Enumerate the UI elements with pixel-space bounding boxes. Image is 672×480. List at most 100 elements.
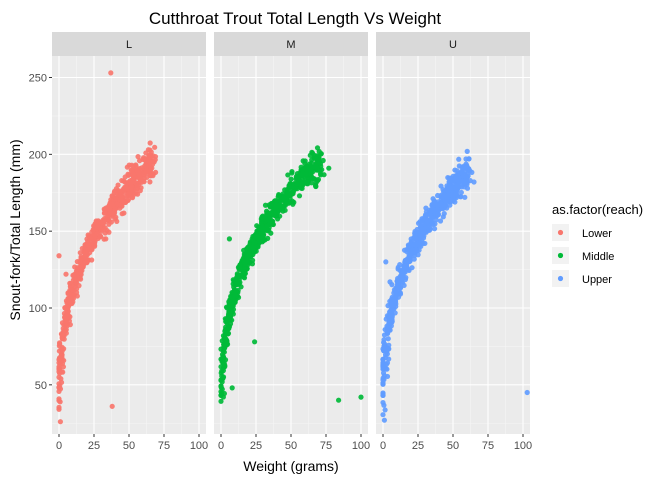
x-tick-label: 25: [88, 440, 100, 452]
legend-key-point: [557, 252, 564, 259]
data-point: [143, 157, 149, 164]
data-point: [444, 195, 451, 201]
y-axis-title: Snout-fork/Total Length (mm): [7, 139, 23, 320]
data-point: [137, 174, 143, 180]
data-point: [251, 248, 257, 254]
legend-items: Lower Middle Upper: [552, 224, 614, 287]
y-tick-label: 100: [29, 303, 47, 315]
data-point: [128, 184, 134, 190]
data-point: [63, 318, 69, 324]
data-point: [77, 259, 83, 265]
x-tick-label: 75: [158, 440, 170, 452]
data-point: [119, 211, 125, 217]
data-point: [413, 236, 420, 242]
data-point: [314, 178, 321, 184]
data-point: [336, 397, 342, 403]
data-point: [122, 199, 128, 206]
data-point: [320, 157, 326, 164]
data-point: [411, 250, 417, 256]
data-point: [237, 262, 243, 268]
data-point: [388, 299, 395, 305]
data-point: [406, 251, 412, 258]
data-point: [452, 167, 458, 173]
data-point: [113, 214, 119, 220]
data-point: [259, 239, 265, 245]
data-point: [108, 70, 114, 76]
data-point: [266, 227, 272, 233]
data-point: [465, 173, 471, 179]
data-point: [242, 266, 249, 272]
data-point: [285, 172, 291, 178]
data-point: [395, 264, 401, 270]
data-point: [230, 311, 236, 317]
data-point: [226, 299, 232, 305]
x-tick-label: 25: [250, 440, 262, 452]
data-point: [84, 259, 90, 266]
data-point: [124, 180, 130, 187]
data-point: [299, 167, 306, 173]
facet-strip: [52, 32, 206, 56]
data-point: [148, 149, 154, 155]
data-point: [129, 167, 135, 173]
data-point: [103, 236, 109, 242]
data-point: [68, 300, 74, 307]
x-tick-label: 75: [482, 440, 494, 452]
data-point: [129, 188, 135, 194]
data-point: [237, 279, 243, 285]
data-point: [456, 163, 462, 169]
data-point: [380, 412, 386, 418]
data-point: [405, 255, 411, 262]
data-point: [218, 392, 224, 399]
data-point: [130, 163, 137, 169]
data-point: [218, 398, 224, 404]
data-point: [143, 150, 149, 156]
data-point: [313, 156, 319, 162]
data-point: [262, 202, 269, 208]
data-point: [381, 337, 387, 343]
y-tick-label: 200: [29, 149, 47, 161]
legend-key-point: [557, 275, 564, 282]
data-point: [456, 156, 462, 162]
data-point: [306, 167, 312, 173]
data-point: [438, 194, 444, 200]
facet-strip: [376, 32, 530, 56]
y-tick-label: 150: [29, 226, 47, 238]
data-point: [264, 223, 270, 229]
data-point: [387, 279, 393, 285]
data-point: [431, 226, 438, 232]
legend-item-middle: Middle: [552, 247, 614, 264]
data-point: [94, 231, 100, 237]
data-point: [65, 291, 71, 297]
data-point: [265, 235, 271, 241]
data-point: [137, 188, 143, 194]
data-point: [418, 243, 424, 250]
data-point: [74, 280, 80, 286]
data-point: [397, 285, 404, 291]
data-point: [108, 219, 115, 225]
data-point: [147, 167, 153, 174]
data-point: [317, 170, 324, 177]
data-point: [219, 359, 225, 365]
data-point: [458, 189, 464, 196]
data-point: [447, 175, 454, 181]
data-point: [63, 271, 69, 277]
x-tick-label: 0: [218, 440, 224, 452]
data-point: [56, 253, 62, 259]
x-tick-label: 100: [514, 440, 532, 452]
data-point: [381, 373, 387, 379]
data-point: [56, 348, 63, 354]
data-point: [125, 196, 132, 202]
data-point: [64, 313, 71, 320]
data-point: [63, 306, 69, 312]
data-point: [386, 325, 392, 331]
data-point: [453, 173, 459, 179]
data-point: [134, 182, 140, 189]
data-point: [387, 309, 393, 315]
data-point: [275, 194, 281, 200]
data-point: [458, 194, 464, 200]
data-point: [143, 163, 149, 170]
data-point: [221, 349, 227, 355]
data-point: [382, 352, 389, 358]
y-tick-label: 250: [29, 73, 47, 85]
legend-label: Lower: [582, 228, 612, 240]
